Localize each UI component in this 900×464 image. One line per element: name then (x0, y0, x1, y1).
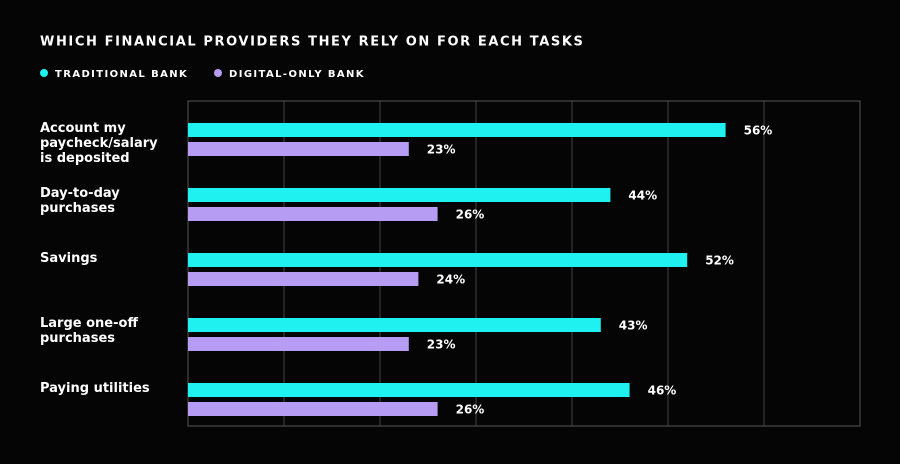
value-label: 26% (456, 403, 485, 417)
bar (188, 253, 688, 267)
bar (188, 207, 438, 221)
value-label: 52% (705, 254, 734, 268)
value-label: 24% (436, 273, 465, 287)
category-label: Large one-off purchases (40, 316, 138, 346)
chart-title: WHICH FINANCIAL PROVIDERS THEY RELY ON F… (40, 35, 584, 50)
bar (188, 337, 409, 351)
bar (188, 318, 601, 332)
value-label: 44% (628, 189, 657, 203)
bar (188, 123, 726, 137)
value-label: 23% (427, 143, 456, 157)
value-label: 26% (456, 208, 485, 222)
legend-label: TRADITIONAL BANK (55, 69, 188, 80)
legend-label: DIGITAL-ONLY BANK (229, 69, 365, 80)
value-label: 43% (619, 319, 648, 333)
value-label: 46% (648, 384, 677, 398)
bar (188, 142, 409, 156)
value-label: 23% (427, 338, 456, 352)
category-label: Day-to-day purchases (40, 186, 120, 216)
bar (188, 383, 630, 397)
bar (188, 188, 611, 202)
category-label: Paying utilities (40, 381, 150, 396)
category-label: Account my paycheck/salary is deposited (40, 121, 158, 166)
legend-marker (40, 69, 48, 77)
bar (188, 402, 438, 416)
legend-marker (214, 69, 222, 77)
bar (188, 272, 419, 286)
category-label: Savings (40, 251, 98, 266)
value-label: 56% (744, 124, 773, 138)
